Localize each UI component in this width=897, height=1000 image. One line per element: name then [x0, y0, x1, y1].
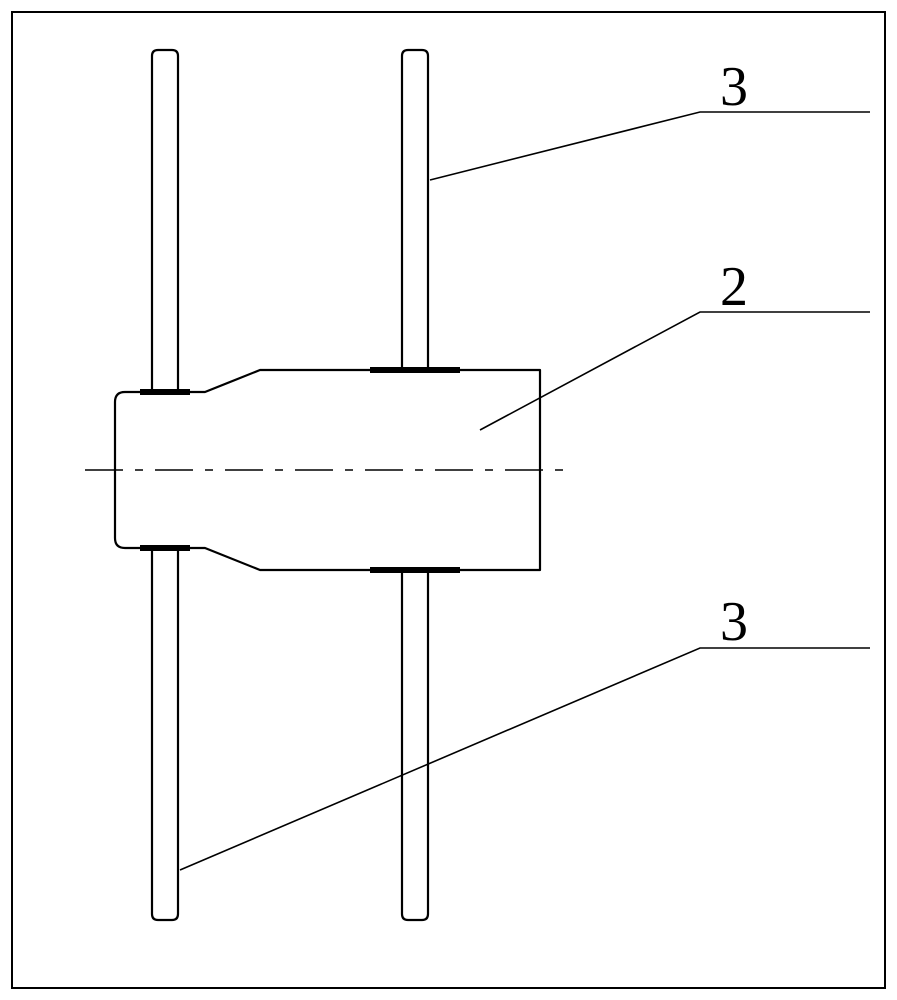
pin-top-right — [402, 50, 428, 370]
pin-bot-right — [402, 570, 428, 920]
leader-label-3-bot — [180, 648, 870, 870]
leader-label-3-top — [430, 112, 870, 180]
pin-bot-left — [152, 548, 178, 920]
label-3-top: 3 — [720, 56, 748, 118]
pin-top-left — [152, 50, 178, 392]
figure-border — [12, 12, 885, 988]
label-3-bot: 3 — [720, 591, 748, 653]
label-2: 2 — [720, 256, 748, 318]
